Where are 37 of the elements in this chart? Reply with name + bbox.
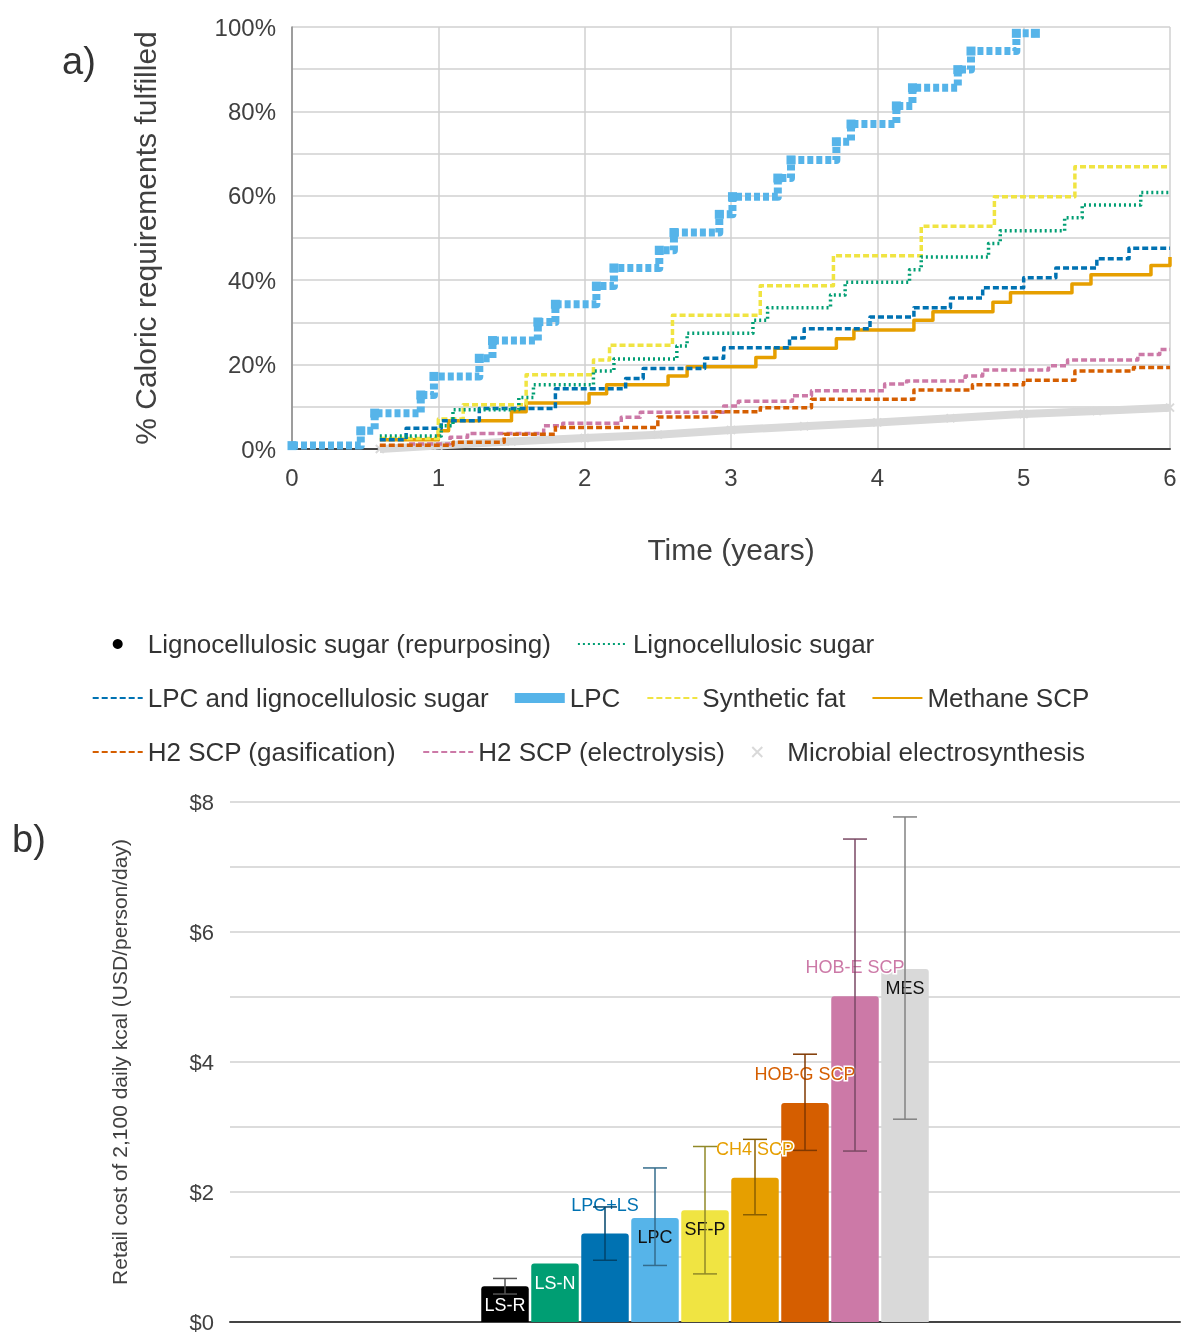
legend-label: H2 SCP (gasification) (147, 737, 396, 767)
x-tick-label: 6 (1163, 463, 1177, 491)
x-tick-label: 0 (285, 463, 299, 491)
y-tick-label: $4 (189, 1049, 214, 1075)
y-tick-label: $6 (189, 919, 214, 945)
x-axis-title: Time (years) (647, 532, 815, 566)
legend-label: Lignocellulosic sugar (repurposing) (147, 629, 551, 659)
y-axis-title: Retail cost of 2,100 daily kcal (USD/person/day) (108, 839, 131, 1285)
x-tick-label: 3 (724, 463, 738, 491)
y-tick-label: 100% (214, 13, 276, 41)
x-tick-label: MES (885, 978, 925, 999)
y-tick-label: 40% (227, 266, 276, 294)
x-tick-label: 4 (870, 463, 885, 491)
y-tick-label: 60% (227, 182, 276, 210)
y-tick-label: 0% (241, 435, 276, 463)
legend-label: LPC and lignocellulosic sugar (147, 683, 490, 713)
legend-label: Methane SCP (927, 683, 1090, 713)
x-tick-label: 1 (431, 463, 446, 491)
text: a) (62, 40, 96, 82)
y-tick-label: $0 (189, 1309, 214, 1333)
y-tick-label: $2 (189, 1179, 214, 1205)
legend-label: H2 SCP (electrolysis) (478, 737, 725, 767)
y-tick-label: 20% (227, 351, 276, 379)
x-tick-label: SF-P (684, 1219, 726, 1240)
y-tick-label: 80% (227, 97, 276, 125)
legend-label: Microbial electrosynthesis (787, 737, 1085, 767)
x-tick-label: LS-N (534, 1272, 576, 1293)
x-tick-label: LS-R (484, 1295, 526, 1316)
legend-label: Lignocellulosic sugar (632, 629, 875, 659)
legend-label: Synthetic fat (702, 683, 847, 713)
y-tick-label: $8 (189, 789, 214, 815)
x-tick-label: 2 (577, 463, 592, 491)
y-axis-title: % Caloric requirements fulfilled (128, 31, 162, 445)
x-tick-label: LPC+LS (571, 1194, 639, 1215)
x-tick-label: 5 (1016, 463, 1031, 491)
legend-label: LPC (569, 683, 621, 713)
text: b) (12, 818, 46, 860)
